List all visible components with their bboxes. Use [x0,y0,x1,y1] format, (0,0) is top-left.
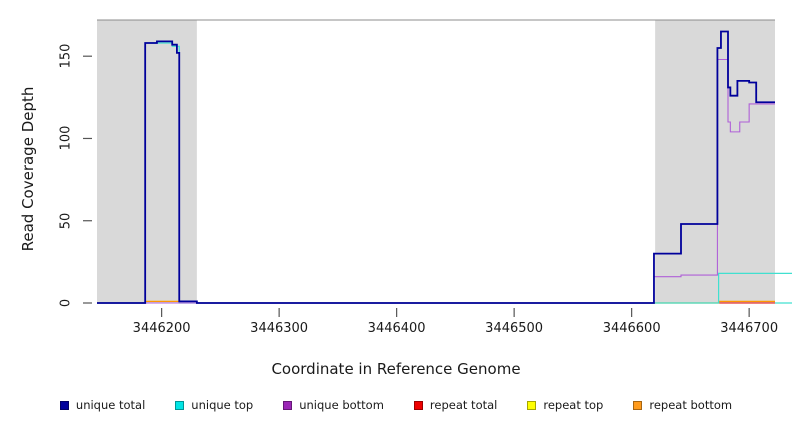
x-tick-label: 3446200 [132,321,191,336]
legend-item-repeat-total[interactable]: repeat total [413,398,498,412]
x-tick-label: 3446300 [250,321,309,336]
legend-item-unique-bottom[interactable]: unique bottom [283,398,384,412]
legend-label: unique bottom [299,398,384,412]
legend-label: unique total [75,398,146,412]
legend-label: repeat top [543,398,604,412]
data-series-layer [97,30,792,304]
legend-item-unique-top[interactable]: unique top [175,398,253,412]
legend-swatch-icon [633,400,643,410]
y-tick-label: 100 [58,126,74,151]
x-tick-label: 3446400 [367,321,426,336]
legend-swatch-icon [413,400,423,410]
y-axis-title: Read Coverage Depth [19,86,37,252]
x-tick-label: 3446500 [485,321,544,336]
shaded-region [655,20,775,303]
shaded-regions [97,20,775,303]
legend-swatch-icon [59,400,69,410]
x-tick-label: 3446600 [602,321,661,336]
legend-swatch-icon [527,400,537,410]
legend-swatch-icon [175,400,185,410]
legend-label: unique top [191,398,254,412]
legend-item-unique-total[interactable]: unique total [59,398,146,412]
x-axis-title: Coordinate in Reference Genome [271,360,521,378]
shaded-region [97,20,197,303]
chart-legend: unique total unique top unique bottom repea… [0,398,792,412]
y-tick-label: 0 [58,298,74,308]
axis-ticks [83,55,750,317]
legend-swatch-icon [283,400,293,410]
legend-label: repeat bottom [649,398,733,412]
y-tick-label: 150 [58,43,74,69]
legend-item-repeat-bottom[interactable]: repeat bottom [633,398,732,412]
legend-label: repeat total [429,398,498,412]
x-tick-label: 3446700 [720,321,779,336]
series-line-unique-total [97,30,775,304]
legend-item-repeat-top[interactable]: repeat top [527,398,603,412]
y-tick-label: 50 [58,212,74,229]
